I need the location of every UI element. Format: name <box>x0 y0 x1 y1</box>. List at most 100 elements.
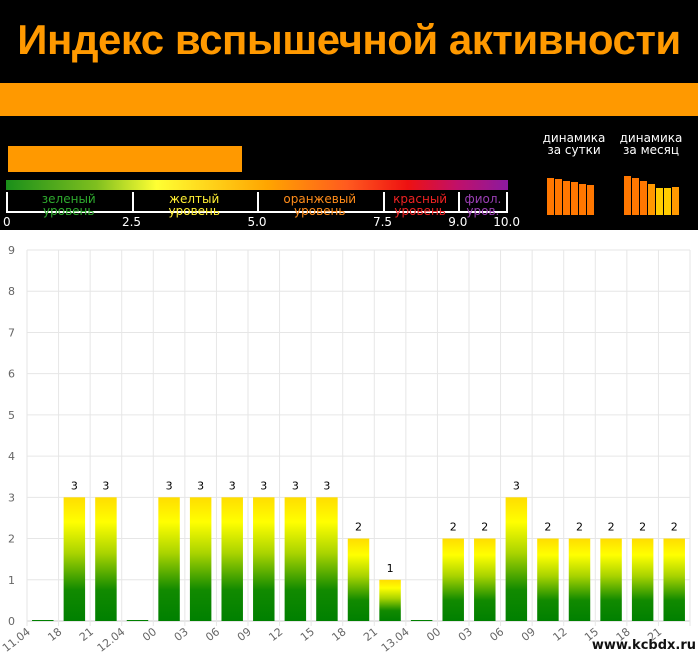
bar-value-label: 3 <box>197 479 204 492</box>
x-tick-label: 09 <box>235 625 254 644</box>
scale-axis <box>6 211 508 213</box>
x-tick-label: 21 <box>77 625 96 644</box>
dynamics-month-title-line1: динамика <box>619 131 683 145</box>
x-tick-label: 00 <box>424 625 443 644</box>
page-title: Индекс вспышечной активности <box>17 16 681 63</box>
scale-separator <box>6 192 8 212</box>
scale-level-line2: уровень <box>168 204 220 218</box>
scale-level-line2: уровень <box>294 204 346 218</box>
scale-tick-label: 2.5 <box>121 215 142 229</box>
bar-value-label: 3 <box>166 479 173 492</box>
scale-level-line2: уровень <box>43 204 95 218</box>
bar <box>410 620 433 621</box>
x-tick-label: 03 <box>456 625 475 644</box>
bar <box>568 538 591 621</box>
bar <box>474 538 496 621</box>
x-tick-label: 21 <box>361 625 380 644</box>
bar <box>347 538 370 621</box>
y-tick-label: 9 <box>8 244 15 257</box>
bar <box>663 538 685 621</box>
bar-value-label: 2 <box>576 521 583 534</box>
bar-value-label: 3 <box>71 479 78 492</box>
scale-tick-label: 7.5 <box>372 215 393 229</box>
scale-level-line1: оранжевый <box>283 192 357 206</box>
x-tick-label: 03 <box>172 625 191 644</box>
dynamics-bar <box>579 183 586 215</box>
bar-value-label: 2 <box>544 521 551 534</box>
bar <box>442 538 464 621</box>
bar-value-label: 2 <box>608 521 615 534</box>
y-tick-label: 3 <box>8 491 15 504</box>
scale-tick-label: 5.0 <box>247 215 267 229</box>
y-tick-label: 1 <box>8 574 15 587</box>
bar-value-label: 3 <box>292 479 299 492</box>
bar-value-label: 2 <box>671 521 678 534</box>
dynamics-day-title: динамика за сутки <box>534 132 614 156</box>
x-tick-label: 18 <box>330 625 349 644</box>
scale-separator <box>131 192 134 212</box>
dynamics-bar <box>648 183 655 215</box>
scale-tick-label: 9.0 <box>448 215 468 229</box>
header-band <box>0 83 698 116</box>
dynamics-bar <box>656 188 663 215</box>
scale-level-line1: фиол. <box>464 192 502 206</box>
scale-level-label: красный уровень <box>383 193 458 217</box>
bar <box>284 497 307 621</box>
dynamics-bar <box>547 177 554 215</box>
scale-level-line2: уровень <box>394 204 446 218</box>
header-panel: Индекс вспышечной активности зеленый уров… <box>0 0 698 230</box>
x-tick-label: 06 <box>487 625 506 644</box>
x-tick-label: 09 <box>519 625 538 644</box>
x-tick-label: 18 <box>45 625 64 644</box>
x-tick-label: 12.04 <box>95 625 128 655</box>
bar-value-label: 3 <box>323 479 330 492</box>
scale-separator <box>257 192 259 212</box>
bar-value-label: 2 <box>355 521 362 534</box>
bar-value-label: 1 <box>387 562 394 575</box>
dynamics-bar <box>571 182 578 215</box>
y-tick-label: 2 <box>8 533 15 546</box>
bar <box>158 497 180 621</box>
bar-value-label: 2 <box>481 521 488 534</box>
dynamics-month-title: динамика за месяц <box>611 132 691 156</box>
bar <box>32 620 54 621</box>
bar <box>63 497 86 621</box>
x-tick-label: 13.04 <box>379 625 412 655</box>
dynamics-bar <box>632 177 639 215</box>
scale-separator <box>382 192 385 212</box>
dynamics-bar <box>587 185 594 215</box>
x-tick-label: 11.04 <box>0 625 33 655</box>
scale-tick-label: 0 <box>3 215 11 229</box>
x-tick-label: 15 <box>298 625 317 644</box>
bar <box>95 497 117 621</box>
y-tick-label: 4 <box>8 450 15 463</box>
y-tick-label: 5 <box>8 409 15 422</box>
scale-gradient <box>6 180 508 190</box>
bar <box>505 497 528 621</box>
y-tick-label: 0 <box>8 615 15 628</box>
bar <box>600 538 622 621</box>
bar-value-label: 3 <box>229 479 236 492</box>
bar <box>537 538 559 621</box>
bar-value-label: 3 <box>513 479 520 492</box>
x-tick-label: 00 <box>140 625 159 644</box>
y-tick-label: 8 <box>8 285 15 298</box>
bar-value-label: 3 <box>102 479 109 492</box>
dynamics-month-title-line2: за месяц <box>623 143 679 157</box>
scale-level-label: фиол. уров. <box>458 193 508 217</box>
bar-value-label: 3 <box>260 479 267 492</box>
y-tick-label: 7 <box>8 326 15 339</box>
dynamics-day-title-line1: динамика <box>542 131 606 145</box>
scale-level-line1: желтый <box>169 192 220 206</box>
bar <box>221 497 243 621</box>
scale-level-label: зеленый уровень <box>6 193 132 217</box>
dynamics-bar <box>640 180 647 215</box>
bar-value-label: 2 <box>639 521 646 534</box>
scale-separator <box>506 192 508 212</box>
bar <box>379 579 401 621</box>
y-tick-label: 6 <box>8 368 15 381</box>
x-tick-label: 12 <box>551 625 570 644</box>
watermark: www.kcbdx.ru <box>591 638 696 653</box>
scale-level-line1: зеленый <box>41 192 96 206</box>
